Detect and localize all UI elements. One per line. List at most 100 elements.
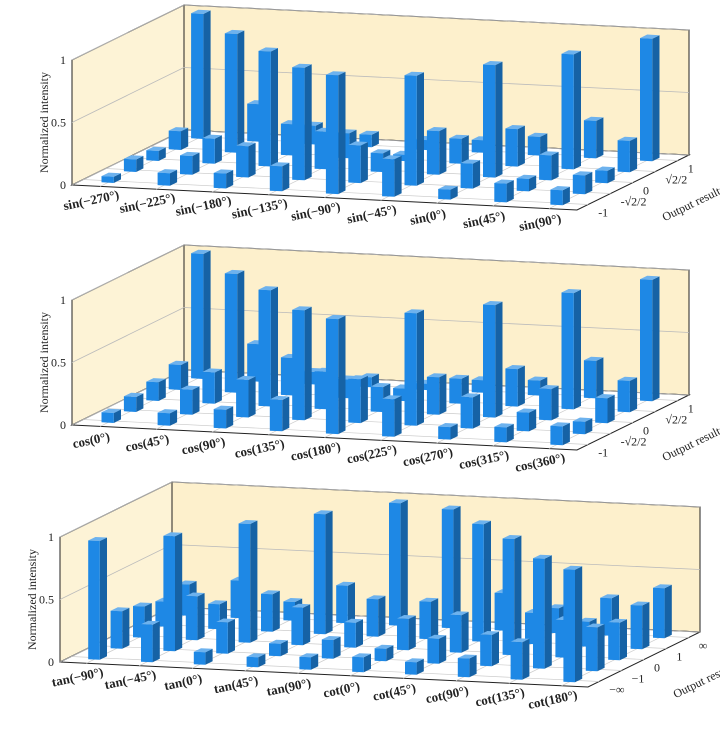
bar-side [304,64,312,181]
bar-front [449,138,462,164]
bar-top [269,162,290,167]
bar [325,314,346,435]
bar-side [575,566,583,683]
grid-line [59,544,173,600]
bar-side [551,385,559,421]
bar-front [344,622,356,648]
z-tick-label: 0 [48,655,54,669]
bar [163,532,183,652]
bar-top [291,603,311,608]
bar-top [168,360,189,365]
bar-front [247,103,260,142]
bar-top [292,63,312,68]
bar [460,393,481,429]
bar [101,408,121,423]
bar-front [426,130,440,175]
bar-front [472,523,484,642]
z-tick-label: 0 [60,418,66,432]
bar-top [180,385,200,390]
bar [472,520,491,642]
bar [502,535,522,656]
bar-top [325,314,346,320]
z-tick-label: 1 [60,293,66,307]
bar-front [595,170,608,184]
bar-side [175,532,183,652]
bar-top [505,365,525,370]
bar-top [366,595,386,600]
bar-front [146,150,159,161]
bar-top [583,116,604,121]
bar-top [494,423,514,428]
bar [185,592,205,641]
bar-front [269,643,281,657]
bar-top [550,186,570,191]
bar-top [177,580,197,585]
bar-front [101,176,114,183]
bar-top [146,378,166,383]
bar-front [238,523,251,643]
bar-side [226,406,234,429]
bar-side [192,386,200,415]
bar-top [608,618,627,623]
x-tick-label: cot(90°) [424,682,470,706]
bar [374,644,394,662]
bar [269,162,290,192]
bar-top [101,172,121,177]
bar-top [123,155,144,160]
bar [168,127,189,150]
bar [483,61,503,178]
bar [630,601,650,650]
bar [291,603,311,646]
bar-front [426,376,440,415]
bar-side [227,619,235,654]
bar-top [193,648,213,653]
bar-side [461,135,469,164]
bar-side [400,499,408,626]
bar-front [157,172,170,186]
grid-line [59,481,173,538]
bar-side [203,10,211,140]
bar-top [483,61,503,66]
bar-top [246,653,266,658]
bar-side [585,418,593,435]
bar-top [419,597,439,602]
bar-front [180,389,193,415]
bar-front [617,140,630,173]
bar-front [352,656,364,673]
bar [348,375,368,424]
x-tick-label: cos(270°) [401,444,454,469]
bar [313,510,333,635]
bar-top [460,393,481,398]
bar-top [539,385,559,390]
z-tick-label: 0.5 [51,116,66,130]
bar-side [619,619,627,661]
z-tick-label: 0 [60,178,66,192]
bar-top [505,125,525,130]
bar-front [516,412,529,432]
bar-side [280,640,288,657]
bar [123,155,144,172]
bar-side [664,584,672,639]
bar-front [191,13,204,139]
bar [572,171,593,195]
bar-front [370,152,384,173]
bar-front [405,661,417,675]
grid-line [71,67,185,123]
bar [101,172,121,183]
bar [494,423,514,443]
z-axis-label: Normalized intensity [25,549,39,650]
bar-front [572,421,586,435]
bar [238,520,258,643]
bar-side [325,510,333,635]
bar-front [366,598,379,637]
bar-top [472,520,491,525]
bar-front [608,622,620,661]
bar-top [185,592,205,597]
x-tick-label: cos(90°) [180,434,226,458]
bar [539,151,559,181]
depth-tick-label: ∞ [699,639,708,653]
bar-top [180,151,200,156]
bar-front [258,50,271,167]
bar-top [630,601,650,606]
